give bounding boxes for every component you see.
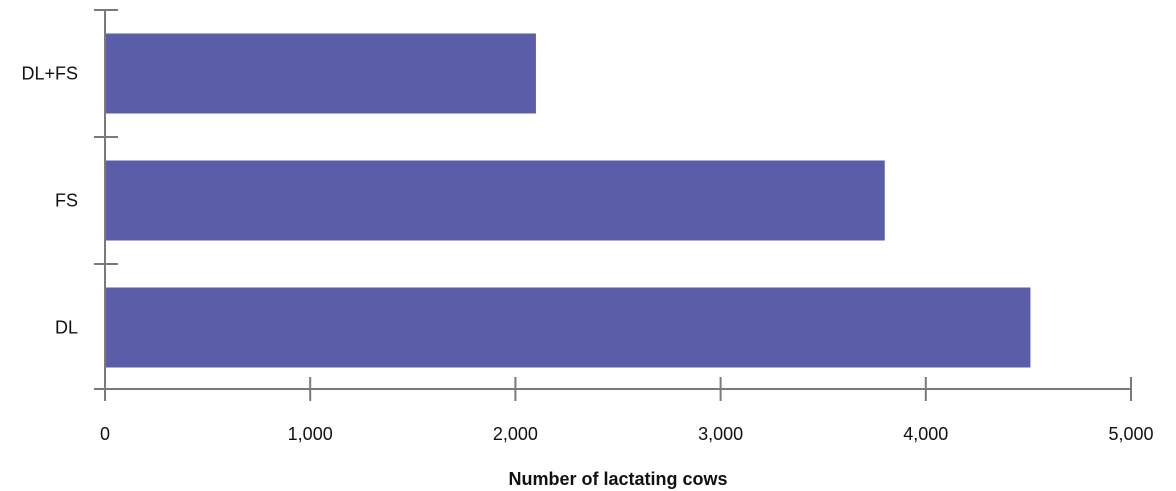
- axes-group: [94, 9, 1132, 401]
- y-tick-label: DL+FS: [21, 64, 78, 84]
- bars-group: [105, 33, 1031, 368]
- x-tick-label: 3,000: [698, 424, 743, 444]
- x-axis-title: Number of lactating cows: [508, 469, 727, 489]
- x-tick-label: 5,000: [1108, 424, 1153, 444]
- labels-group: DL+FS FS DL 0 1,000 2,000 3,000 4,000 5,000: [21, 64, 1153, 445]
- x-tick-label: 4,000: [903, 424, 948, 444]
- bar-dl: [105, 287, 1031, 368]
- bar-dl-fs: [105, 33, 536, 114]
- y-tick-label: FS: [55, 191, 78, 211]
- y-tick-label: DL: [55, 318, 78, 338]
- x-tick-label: 0: [100, 424, 110, 444]
- x-tick-label: 1,000: [288, 424, 333, 444]
- x-tick-label: 2,000: [493, 424, 538, 444]
- bar-fs: [105, 160, 885, 241]
